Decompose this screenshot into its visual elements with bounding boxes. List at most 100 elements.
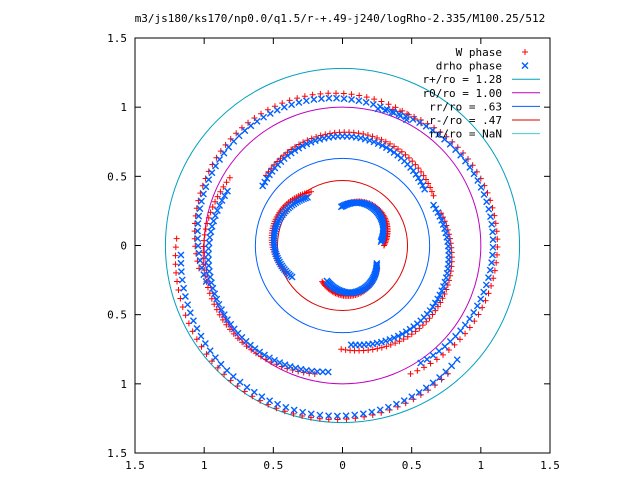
drho-phase-point	[281, 361, 289, 369]
drho-phase-point	[302, 194, 309, 202]
drho-phase-point	[247, 122, 255, 130]
w-phase-point	[395, 145, 402, 152]
legend-label: r-/ro = .47	[429, 114, 502, 127]
w-phase-point	[433, 356, 440, 363]
drho-phase-point	[394, 332, 402, 340]
drho-phase-point	[438, 216, 446, 224]
drho-phase-point	[392, 400, 400, 408]
drho-phase-point	[428, 126, 436, 134]
w-phase-point	[437, 299, 444, 306]
w-phase-point	[175, 287, 182, 294]
w-phase-point	[383, 343, 390, 350]
drho-phase-point	[193, 325, 201, 333]
legend-label: rr/ro = .63	[429, 100, 502, 113]
drho-phase-point	[348, 96, 356, 104]
drho-phase-point	[486, 266, 494, 274]
drho-phase-point	[441, 342, 449, 350]
drho-phase-point	[207, 228, 215, 236]
drho-phase-point	[266, 397, 274, 405]
drho-phase-point	[246, 341, 254, 349]
w-phase-point	[385, 101, 392, 108]
drho-phase-point	[342, 412, 350, 420]
w-phase-point	[239, 339, 246, 346]
drho-phase-point	[333, 94, 341, 102]
drho-phase-point	[311, 137, 319, 145]
drho-phase-point	[282, 403, 290, 411]
w-phase-point	[216, 311, 223, 318]
w-phase-point	[427, 360, 434, 367]
drho-phase-point	[351, 411, 359, 419]
drho-phase-point	[325, 94, 333, 102]
drho-phase-point	[482, 281, 490, 289]
drho-phase-point	[202, 278, 210, 286]
drho-phase-point	[373, 260, 381, 267]
w-phase-point	[220, 183, 227, 190]
w-phase-point	[408, 331, 415, 338]
drho-phase-point	[417, 359, 425, 367]
ring-circle	[203, 106, 482, 385]
w-phase-point	[325, 90, 332, 97]
ring-circle	[164, 67, 521, 424]
w-phase-point	[363, 94, 370, 101]
drho-phase-point	[386, 146, 394, 154]
w-phase-point	[172, 252, 179, 259]
drho-phase-point	[213, 295, 221, 303]
w-phase-point	[200, 249, 207, 256]
w-phase-point	[301, 93, 308, 100]
w-phase-point	[340, 90, 347, 97]
drho-phase-point	[210, 217, 218, 225]
drho-phase-point	[274, 254, 281, 262]
drho-phase-point	[218, 197, 226, 205]
drho-phase-point	[430, 201, 438, 209]
drho-phase-point	[429, 351, 437, 359]
w-phase-point	[334, 416, 341, 423]
drho-phase-point	[383, 106, 391, 114]
x-tick-label: 0.5	[402, 459, 422, 472]
drho-phase-point	[434, 295, 442, 303]
w-phase-point	[439, 295, 446, 302]
w-phase-point	[391, 143, 398, 150]
drho-phase-point	[466, 163, 474, 171]
drho-phase-point	[436, 291, 444, 299]
drho-phase-point	[313, 368, 321, 376]
drho-phase-point	[470, 308, 478, 316]
w-phase-point	[378, 98, 385, 105]
drho-phase-point	[299, 408, 307, 416]
drho-phase-point	[217, 360, 225, 368]
w-phase-point	[371, 96, 378, 103]
drho-phase-point	[489, 251, 497, 259]
w-phase-point	[428, 188, 435, 195]
drho-phase-point	[236, 378, 244, 386]
drho-phase-point	[227, 320, 235, 328]
drho-phase-point	[211, 290, 219, 298]
drho-phase-point	[489, 243, 497, 251]
drho-phase-point	[390, 149, 398, 157]
w-phase-point	[338, 346, 345, 353]
w-phase-point	[214, 193, 221, 200]
w-phase-point	[451, 341, 458, 348]
w-phase-point	[348, 91, 355, 98]
drho-phase-point	[196, 205, 204, 213]
drho-phase-point	[319, 368, 327, 376]
drho-phase-point	[196, 257, 204, 265]
w-phase-point	[382, 138, 389, 145]
drho-phase-point	[432, 205, 440, 213]
drho-phase-point	[438, 287, 446, 295]
drho-phase-point	[197, 332, 205, 340]
drho-phase-point	[368, 408, 376, 416]
x-tick-label: 1.5	[125, 459, 145, 472]
drho-phase-point	[221, 192, 229, 200]
drho-phase-point	[448, 362, 456, 370]
w-phase-point	[290, 410, 297, 417]
w-phase-point	[172, 261, 179, 268]
drho-phase-point	[211, 354, 219, 362]
drho-phase-point	[258, 393, 266, 401]
drho-phase-point	[200, 271, 208, 279]
drho-phase-point	[177, 251, 185, 259]
drho-phase-point	[213, 207, 221, 214]
w-phase-point	[479, 304, 486, 311]
w-phase-point	[378, 344, 385, 351]
drho-phase-point	[446, 140, 454, 148]
